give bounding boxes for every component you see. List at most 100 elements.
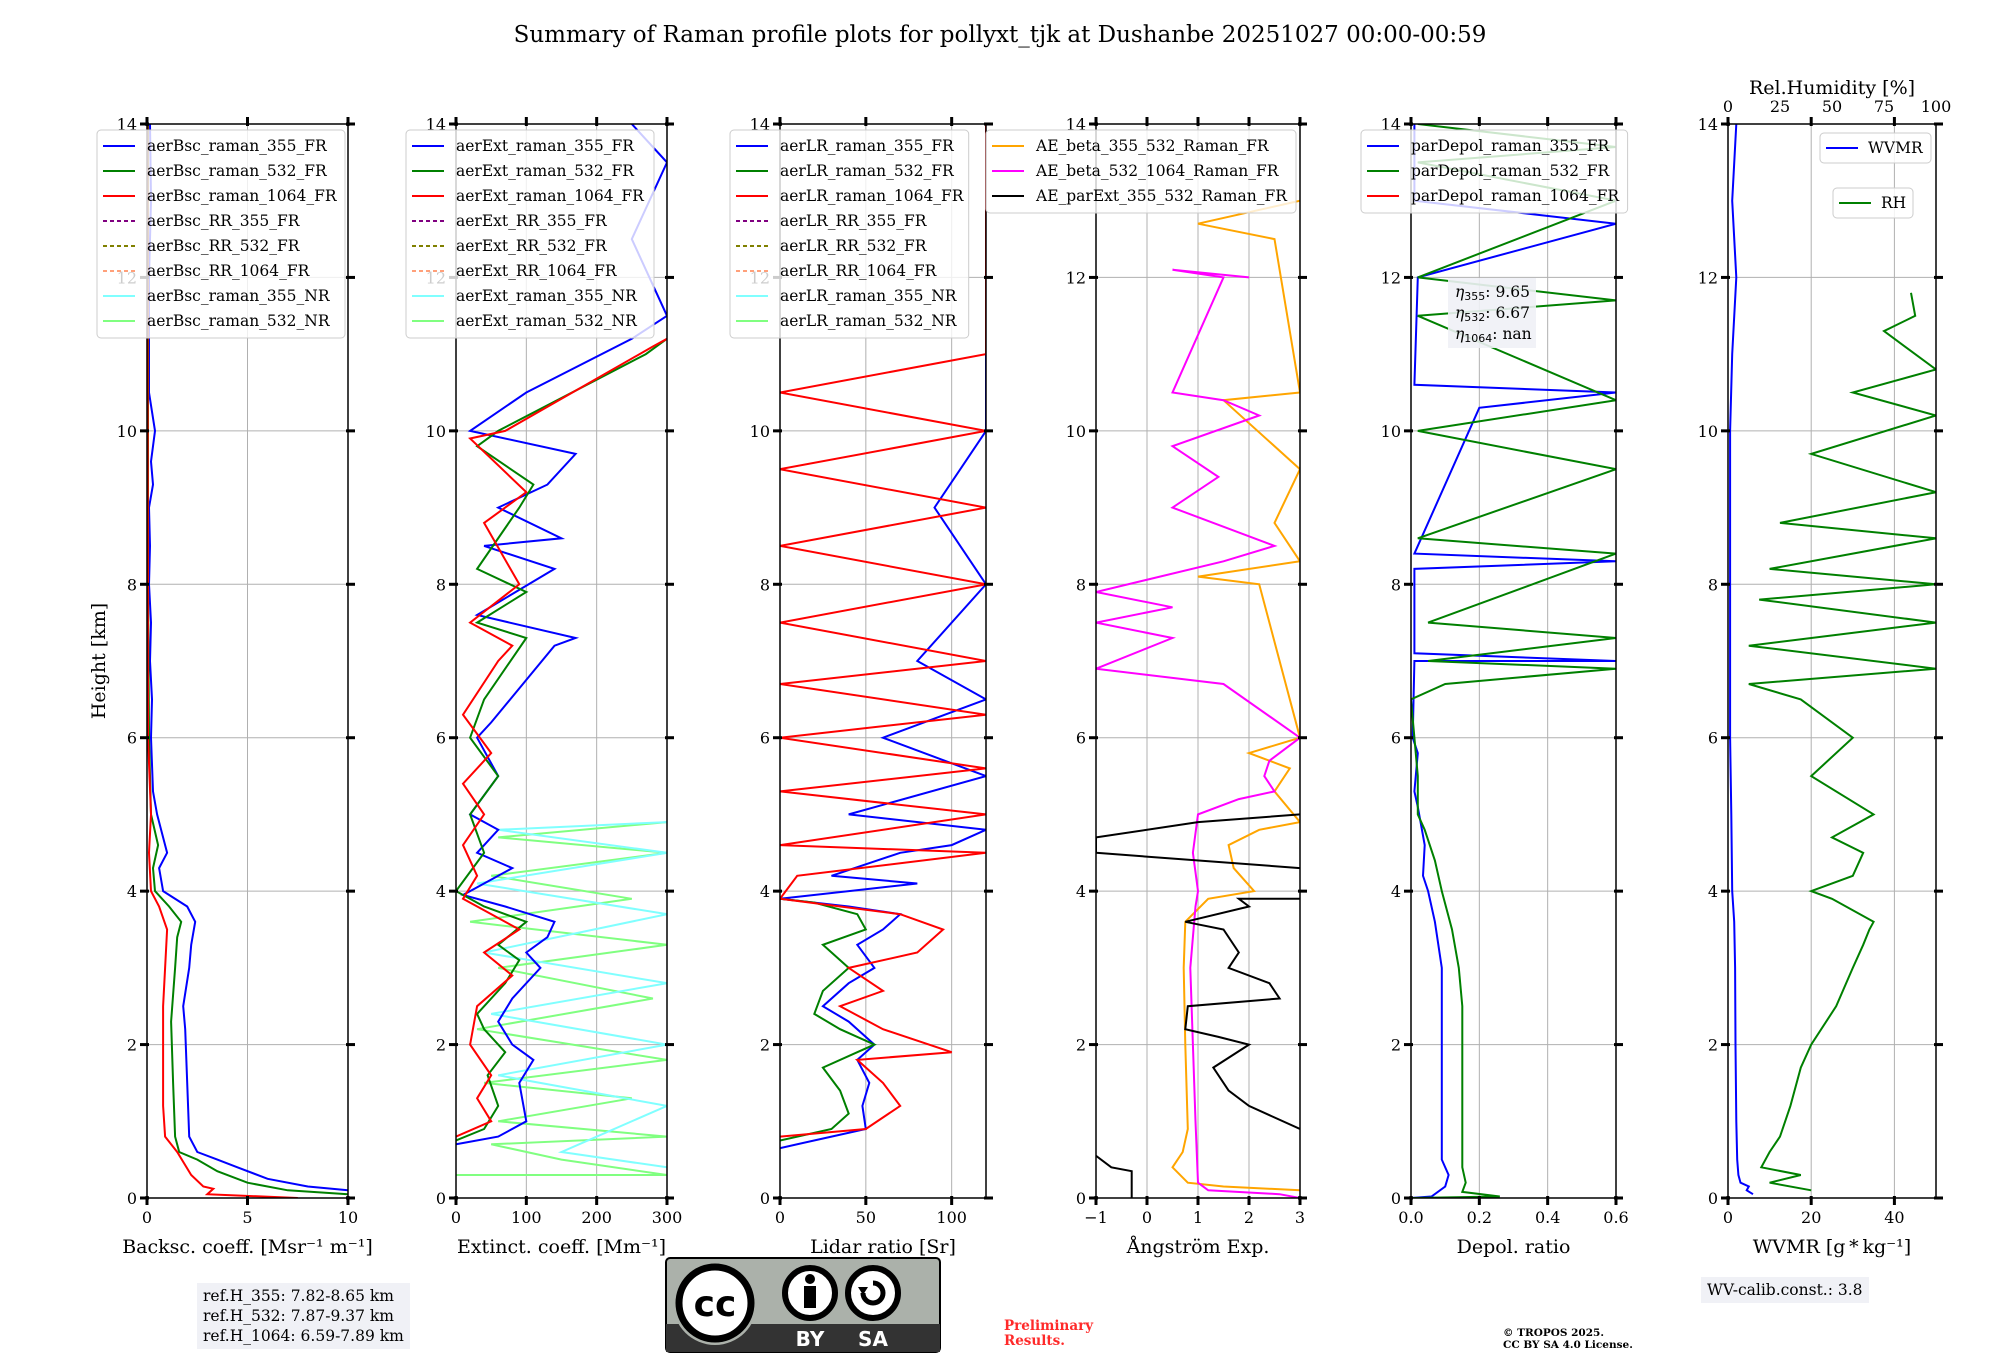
cc-by-sa-badge: cc BY SA: [665, 1257, 941, 1353]
x-tick-label: 0.2: [1467, 1208, 1492, 1227]
legend-label: aerExt_RR_1064_FR: [456, 262, 618, 280]
series-line-aerBsc_raman_532_FR: [147, 124, 348, 1196]
x2-tick-label: 75: [1874, 97, 1894, 116]
y-tick-label: 12: [1066, 268, 1086, 287]
x-tick-label: −1: [1084, 1208, 1108, 1227]
x-tick-label: 0: [1723, 1208, 1733, 1227]
y-tick-label: 4: [127, 882, 137, 901]
legend-label: aerLR_raman_532_FR: [780, 162, 955, 180]
legend-label: aerExt_raman_355_NR: [456, 287, 638, 305]
panel-bsc: 024681012140510Backsc. coeff. [Msr⁻¹ m⁻¹…: [88, 115, 373, 1258]
ref-h-355: ref.H_355: 7.82-8.65 km: [203, 1287, 394, 1305]
axes-frame: [1727, 123, 1937, 1199]
x-tick-label: 0.6: [1603, 1208, 1628, 1227]
y-tick-label: 10: [1381, 422, 1401, 441]
legend-label: aerBsc_raman_532_NR: [147, 312, 331, 330]
panel-depol: 0 2 4 6 8 10 12 14 0.0 0.2 0.4 0.6 Depol. ratio parDe…: [1360, 115, 1629, 1258]
series-line-AE_parExt_355_532_Raman_FR_c: [1096, 813, 1300, 870]
y-tick-label: 8: [760, 575, 770, 594]
x2-axis-label: Rel.Humidity [%]: [1749, 77, 1915, 99]
eta-box: [1448, 278, 1536, 348]
y-tick-label: 4: [1708, 882, 1718, 901]
y-tick-label: 6: [1708, 729, 1718, 748]
copyright-line-1: © TROPOS 2025.: [1503, 1327, 1605, 1339]
eta-532: η532: 6.67: [1455, 304, 1530, 324]
legend-label: aerExt_raman_532_NR: [456, 312, 638, 330]
cc-icon-text: cc: [694, 1284, 737, 1325]
x-tick-label: 300: [652, 1208, 683, 1227]
preliminary-line-2: Results.: [1004, 1333, 1065, 1349]
y-tick-label: 14: [1698, 115, 1718, 134]
legend-label: aerBsc_raman_355_FR: [147, 137, 328, 155]
legend-label: aerLR_raman_532_NR: [780, 312, 958, 330]
legend-label: aerBsc_RR_532_FR: [147, 237, 301, 255]
legend-box: [96, 129, 346, 339]
legend-label: AE_beta_355_532_Raman_FR: [1035, 137, 1270, 155]
x2-tick-label: 0: [1723, 97, 1733, 116]
series-line-parDepol_raman_532_FR: [1411, 124, 1616, 1198]
y-tick-label: 0: [1708, 1189, 1718, 1208]
series-line-aerLR_raman_532_FR: [780, 897, 877, 1142]
legend-label: aerExt_raman_355_FR: [456, 137, 635, 155]
legend-label: aerBsc_raman_532_FR: [147, 162, 328, 180]
wv-calib-box: WV-calib.const.: 3.8: [1701, 1277, 1869, 1303]
x2-tick-label: 50: [1822, 97, 1842, 116]
copyright-note: © TROPOS 2025. CC BY SA 4.0 License.: [1503, 1327, 1633, 1351]
axes-frame: [455, 123, 668, 1199]
y-tick-label: 0: [760, 1189, 770, 1208]
y-tick-label: 12: [1698, 268, 1718, 287]
series-line-aerLR_raman_1064_FR: [780, 124, 986, 1138]
legend-label: aerExt_raman_1064_FR: [456, 187, 645, 205]
y-tick-label: 10: [750, 422, 770, 441]
series-line-AE_beta_355_532_Raman_FR: [1171, 199, 1300, 1192]
y-tick-label: 8: [127, 575, 137, 594]
x-tick-label: 10: [338, 1208, 358, 1227]
y-tick-label: 6: [436, 729, 446, 748]
y-tick-label: 4: [1076, 882, 1086, 901]
x-tick-label: 0: [1142, 1208, 1152, 1227]
x-axis-label: WVMR [g * kg⁻¹]: [1753, 1236, 1911, 1258]
y-tick-label: 14: [426, 115, 446, 134]
legend-label: aerLR_raman_355_NR: [780, 287, 958, 305]
series-line-WVMR: [1729, 124, 1754, 1196]
legend-label: parDepol_raman_532_FR: [1411, 162, 1611, 180]
y-tick-label: 2: [1708, 1036, 1718, 1055]
preliminary-line-1: Preliminary: [1004, 1318, 1094, 1334]
y-tick-label: 8: [1076, 575, 1086, 594]
x-tick-label: 0.0: [1398, 1208, 1423, 1227]
legend-label: aerExt_RR_532_FR: [456, 237, 608, 255]
y-tick-label: 10: [426, 422, 446, 441]
y-tick-label: 0: [1076, 1189, 1086, 1208]
y-tick-label: 6: [127, 729, 137, 748]
legend-label: parDepol_raman_355_FR: [1411, 137, 1611, 155]
legend-label: aerLR_RR_1064_FR: [780, 262, 938, 280]
panel-lr: 02468101214050100Lidar ratio [Sr]aerLR_r…: [729, 115, 993, 1258]
legend-label: aerBsc_RR_355_FR: [147, 212, 301, 230]
y-tick-label: 10: [1698, 422, 1718, 441]
y-tick-label: 14: [117, 115, 137, 134]
x2-tick-label: 25: [1770, 97, 1790, 116]
series-line-aerExt_raman_532_FR: [456, 337, 667, 1142]
legend-box: [405, 129, 655, 339]
x-tick-label: 1: [1193, 1208, 1203, 1227]
eta-355: η355: 9.65: [1455, 283, 1530, 303]
axes-frame: [779, 123, 987, 1199]
y-tick-label: 14: [750, 115, 770, 134]
x-axis-label: Lidar ratio [Sr]: [810, 1236, 956, 1258]
panel-ext: 024681012140100200300Extinct. coeff. [Mm…: [405, 115, 683, 1258]
cc-by-label: BY: [796, 1327, 825, 1351]
cc-icon: [675, 1263, 755, 1343]
legend-box: [985, 129, 1297, 214]
legend-box: [1832, 187, 1914, 219]
y-tick-label: 2: [1391, 1036, 1401, 1055]
x-tick-label: 5: [242, 1208, 252, 1227]
y-tick-label: 4: [1391, 882, 1401, 901]
x-axis-label: Depol. ratio: [1457, 1236, 1571, 1258]
x-tick-label: 0: [775, 1208, 785, 1227]
x-tick-label: 20: [1801, 1208, 1821, 1227]
y-tick-label: 14: [1381, 115, 1401, 134]
series-line-RH: [1748, 292, 1936, 1192]
legend-label: AE_beta_532_1064_Raman_FR: [1035, 162, 1280, 180]
legend-label: RH: [1881, 194, 1906, 212]
legend-label: AE_parExt_355_532_Raman_FR: [1035, 187, 1288, 205]
